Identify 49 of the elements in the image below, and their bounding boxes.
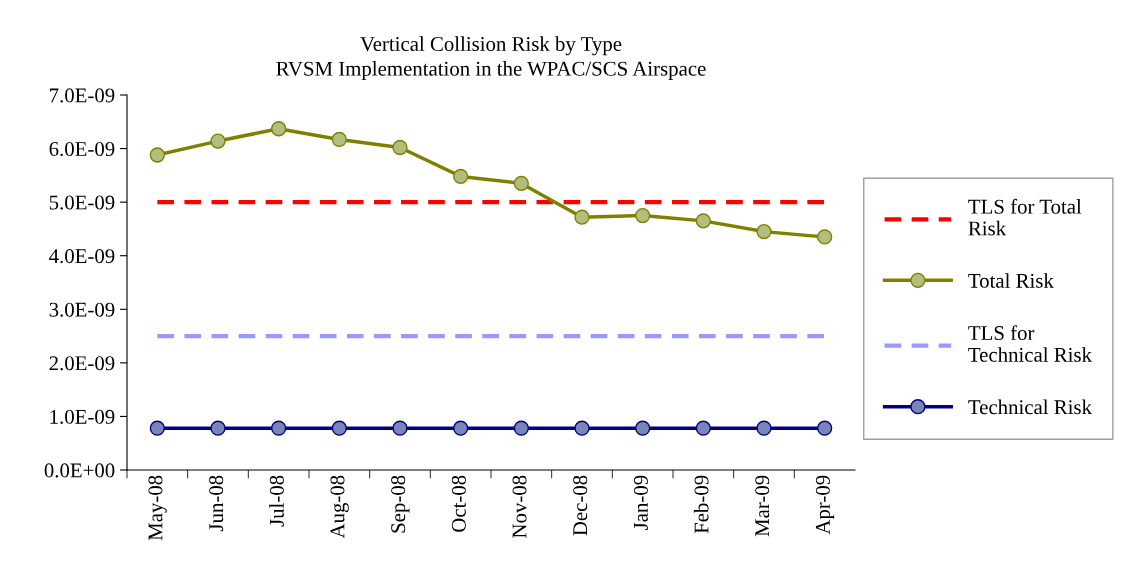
chart-title: Vertical Collision Risk by Type RVSM Implementation in the WPAC/SCS Airspace — [276, 36, 706, 80]
point — [149, 147, 165, 163]
point — [695, 420, 711, 436]
point — [635, 207, 651, 224]
legend-label: Total Risk — [968, 273, 1054, 288]
point — [817, 420, 833, 436]
point — [635, 420, 651, 436]
point — [453, 420, 469, 436]
x-tick-label: Jan-09 — [633, 475, 648, 530]
y-tick-label: 6.0E-09 — [49, 141, 115, 157]
y-tick-label: 4.0E-09 — [49, 249, 115, 264]
x-tick-label: Feb-09 — [693, 475, 709, 534]
x-tick-label: Nov-08 — [512, 475, 527, 538]
x-tick-label: Apr-09 — [815, 475, 835, 535]
point — [271, 121, 287, 137]
y-tick-label: 3.0E-09 — [49, 302, 115, 317]
y-tick-label: 7.0E-09 — [50, 88, 115, 103]
point — [271, 420, 287, 436]
point — [513, 420, 529, 436]
point — [331, 131, 347, 148]
point — [574, 209, 590, 225]
point — [392, 420, 408, 436]
legend-label: Technical Risk — [968, 399, 1092, 415]
point — [756, 223, 772, 240]
point — [695, 213, 711, 229]
x-tick-label: May-08 — [148, 475, 167, 541]
x-tick-label: Dec-08 — [573, 475, 588, 536]
point — [392, 139, 408, 156]
point — [513, 175, 529, 192]
y-tick-label: 0.0E+00 — [44, 463, 115, 478]
point — [817, 229, 833, 245]
point — [574, 420, 590, 436]
x-tick-label: Sep-08 — [391, 475, 410, 533]
x-tick-label: Oct-08 — [451, 475, 466, 532]
point — [756, 420, 772, 436]
legend-label: TLS for Technical Risk — [968, 325, 1092, 362]
y-tick-label: 5.0E-09 — [49, 195, 115, 210]
point — [210, 420, 226, 436]
point — [331, 420, 347, 436]
point — [210, 133, 226, 149]
x-tick-label: Mar-09 — [755, 475, 770, 537]
point — [453, 168, 469, 185]
x-tick-label: Jul-08 — [269, 475, 284, 527]
y-tick-label: 2.0E-09 — [49, 356, 115, 371]
x-tick-label: Jun-08 — [209, 475, 224, 532]
point — [149, 420, 165, 436]
legend-label: TLS for Total Risk — [968, 198, 1082, 236]
y-tick-label: 1.0E-09 — [50, 409, 115, 424]
x-tick-label: Aug-08 — [330, 475, 349, 539]
